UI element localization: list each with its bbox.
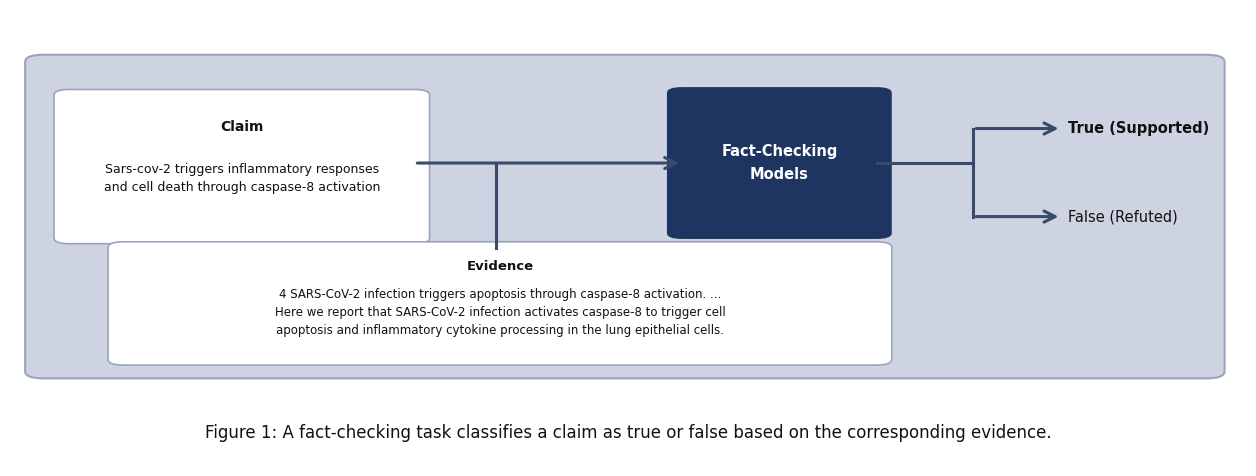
FancyBboxPatch shape (108, 242, 892, 365)
FancyBboxPatch shape (667, 87, 892, 239)
Text: Fact-Checking
Models: Fact-Checking Models (721, 144, 838, 182)
Text: Figure 1: A fact-checking task classifies a claim as true or false based on the : Figure 1: A fact-checking task classifie… (205, 424, 1051, 442)
FancyBboxPatch shape (54, 89, 430, 244)
Text: False (Refuted): False (Refuted) (1068, 209, 1177, 224)
Text: True (Supported): True (Supported) (1068, 121, 1208, 136)
Text: Evidence: Evidence (466, 260, 534, 273)
Text: Sars-cov-2 triggers inflammatory responses
and cell death through caspase-8 acti: Sars-cov-2 triggers inflammatory respons… (103, 162, 381, 194)
FancyBboxPatch shape (25, 55, 1225, 378)
Text: Claim: Claim (220, 119, 264, 134)
Text: 4 SARS-CoV-2 infection triggers apoptosis through caspase-8 activation. ...
Here: 4 SARS-CoV-2 infection triggers apoptosi… (275, 288, 725, 337)
